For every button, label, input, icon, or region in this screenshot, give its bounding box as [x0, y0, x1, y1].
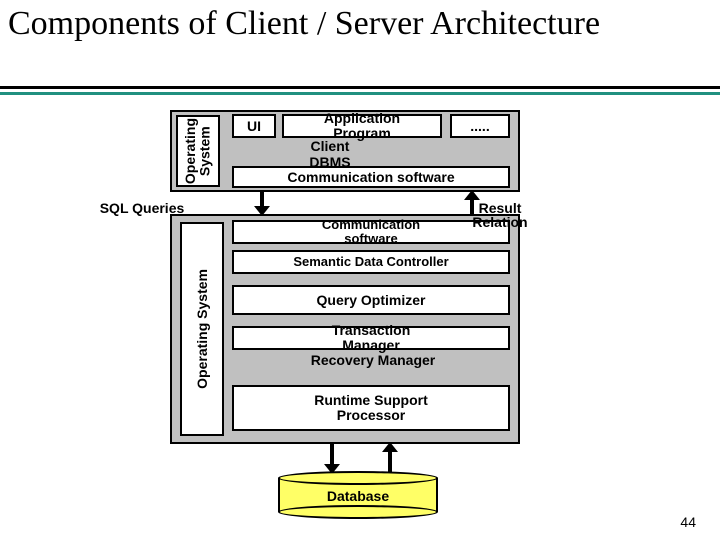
recovery-manager-label: Recovery Manager [258, 352, 488, 368]
slide-title: Components of Client / Server Architectu… [0, 0, 720, 43]
client-os-label: Operating System [183, 118, 212, 184]
query-optimizer-box: Query Optimizer [232, 285, 510, 315]
arrow-db-up-head [382, 442, 398, 452]
architecture-diagram: Operating System UI Application Program … [0, 110, 720, 520]
runtime-support-processor-box: Runtime Support Processor [232, 385, 510, 431]
database-label: Database [278, 488, 438, 504]
arrow-result-shaft [470, 198, 474, 214]
transaction-manager-box: Transaction Manager [232, 326, 510, 350]
semantic-data-controller-box: Semantic Data Controller [232, 250, 510, 274]
slide-number: 44 [680, 514, 696, 530]
arrow-result-head [464, 190, 480, 200]
server-os-box: Operating System [180, 222, 224, 436]
relation-label: Relation [460, 214, 540, 230]
db-top-ellipse [278, 471, 438, 485]
client-os-box: Operating System [176, 115, 220, 187]
title-underline-accent [0, 92, 720, 95]
arrow-db-up-shaft [388, 450, 392, 472]
client-ui-box: UI [232, 114, 276, 138]
database-cylinder: Database [278, 478, 438, 512]
server-os-label: Operating System [195, 269, 210, 389]
title-underline-black [0, 86, 720, 89]
db-bottom-ellipse [278, 505, 438, 519]
arrow-db-down-shaft [330, 444, 334, 466]
client-comm-box: Communication software [232, 166, 510, 188]
client-more-box: ..... [450, 114, 510, 138]
client-app-box: Application Program [282, 114, 442, 138]
